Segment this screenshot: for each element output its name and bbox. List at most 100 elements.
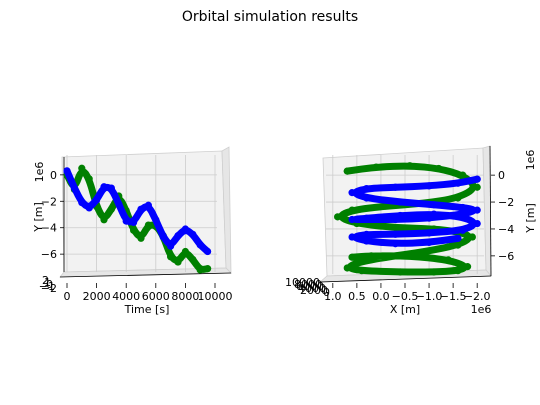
right-x-scale-label: 1e6 xyxy=(471,303,492,316)
right-series-group xyxy=(334,162,481,276)
x-tick-label: 2000 xyxy=(83,290,111,303)
series-point-0 xyxy=(372,163,380,171)
series-point-1 xyxy=(362,237,371,245)
series-point-0 xyxy=(167,253,175,261)
series-point-0 xyxy=(85,175,93,183)
depth-tick-label: 10000 xyxy=(285,276,320,289)
series-point-1 xyxy=(459,213,467,221)
left-y-ticks: 0 −2 −4 −6 xyxy=(41,169,64,261)
x-tick-label: 10000 xyxy=(198,290,233,303)
series-point-1 xyxy=(362,230,371,238)
x-tick-label: −1.0 xyxy=(416,290,443,303)
series-point-1 xyxy=(174,232,182,240)
series-point-0 xyxy=(334,213,342,221)
left-series-group xyxy=(63,164,212,274)
series-point-1 xyxy=(362,214,371,222)
right-x-ticks: 1.0 0.5 0.0 −0.5−1.0−1.5−2.0 xyxy=(324,283,491,303)
y-tick-label: −6 xyxy=(41,248,57,261)
y-tick-label: −4 xyxy=(498,223,514,236)
series-point-0 xyxy=(196,266,204,274)
series-point-1 xyxy=(473,175,481,183)
series-point-1 xyxy=(425,238,433,247)
series-point-1 xyxy=(107,184,115,192)
y-tick-label: −2 xyxy=(41,195,57,208)
series-point-1 xyxy=(459,226,467,234)
series-point-1 xyxy=(473,206,481,214)
series-point-1 xyxy=(362,194,371,202)
left-y-scale-label: 1e6 xyxy=(33,162,46,183)
subplot-x-vs-y: 0−2−4−6 1.0 0.5 0.0 −0.5−1.0−1.5−2.0 020004… xyxy=(285,145,537,316)
depth-tick-label: 6000 xyxy=(296,280,324,293)
series-point-1 xyxy=(430,210,438,218)
depth-tick-label: 0 xyxy=(323,286,330,299)
depth-tick-label: 2000 xyxy=(300,284,328,297)
series-point-0 xyxy=(454,267,462,275)
series-point-0 xyxy=(358,267,366,275)
series-point-1 xyxy=(391,240,399,248)
depth-tick-label: 4000 xyxy=(298,282,326,295)
series-point-0 xyxy=(107,205,115,213)
depth-tick-label: 2 xyxy=(42,274,49,287)
series-point-0 xyxy=(144,221,152,229)
series-point-0 xyxy=(406,162,414,170)
series-point-1 xyxy=(137,205,145,213)
series-point-0 xyxy=(348,206,356,214)
series-point-1 xyxy=(391,230,399,238)
series-point-0 xyxy=(468,233,476,241)
series-point-1 xyxy=(204,247,212,256)
series-point-1 xyxy=(348,189,356,197)
left-x-axis-line xyxy=(59,272,232,278)
series-point-0 xyxy=(181,247,189,256)
series-point-1 xyxy=(152,216,160,224)
figure-title: Orbital simulation results xyxy=(182,9,358,25)
series-point-0 xyxy=(343,264,351,272)
series-point-1 xyxy=(78,199,86,207)
series-point-1 xyxy=(100,183,108,191)
series-point-1 xyxy=(454,234,462,242)
series-point-0 xyxy=(430,268,438,276)
x-tick-label: 0.0 xyxy=(372,290,390,303)
y-tick-label: −2 xyxy=(498,196,514,209)
right-y-axis-line xyxy=(489,145,492,277)
series-point-0 xyxy=(367,252,375,260)
series-point-0 xyxy=(78,164,86,172)
series-point-0 xyxy=(463,263,472,271)
depth-tick-label: 1 xyxy=(44,276,51,289)
depth-tick-label: −1 xyxy=(39,280,55,293)
x-tick-label: −0.5 xyxy=(392,290,419,303)
series-point-1 xyxy=(167,242,175,250)
right-y-scale-label: 1e6 xyxy=(524,150,537,171)
series-point-1 xyxy=(63,167,71,175)
series-point-1 xyxy=(144,201,152,209)
series-point-1 xyxy=(93,196,101,204)
x-tick-label: 1.0 xyxy=(324,290,342,303)
series-point-1 xyxy=(362,184,371,193)
y-tick-label: −6 xyxy=(498,250,514,263)
series-point-1 xyxy=(115,200,123,208)
series-point-0 xyxy=(420,248,428,256)
series-point-0 xyxy=(343,167,351,175)
series-point-1 xyxy=(85,204,93,212)
series-point-0 xyxy=(204,265,212,273)
y-tick-label: −4 xyxy=(41,222,57,235)
series-point-0 xyxy=(353,258,361,267)
series-point-1 xyxy=(454,179,462,187)
x-tick-label: 8000 xyxy=(171,290,199,303)
series-point-0 xyxy=(435,164,443,173)
series-point-0 xyxy=(444,256,452,264)
series-point-1 xyxy=(391,215,399,224)
series-point-1 xyxy=(122,217,130,225)
series-point-1 xyxy=(130,218,138,227)
series-point-0 xyxy=(459,171,467,179)
series-point-1 xyxy=(189,230,197,238)
series-point-1 xyxy=(430,201,438,209)
series-point-1 xyxy=(396,211,404,220)
series-point-1 xyxy=(348,233,356,241)
series-point-0 xyxy=(382,202,390,210)
x-tick-label: −1.5 xyxy=(440,290,467,303)
depth-tick-label: 0 xyxy=(46,278,53,291)
series-point-1 xyxy=(425,182,433,190)
